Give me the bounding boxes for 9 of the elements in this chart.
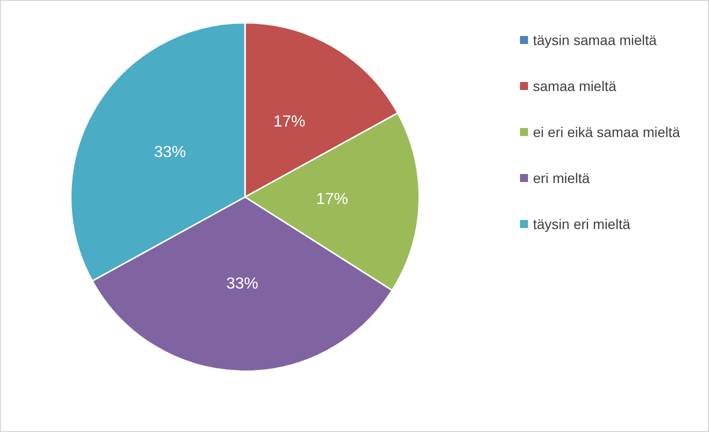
legend-label: eri mieltä <box>533 169 590 188</box>
data-label: 17% <box>273 113 306 130</box>
legend-label: täysin samaa mieltä <box>533 31 657 50</box>
data-label: 33% <box>226 275 258 292</box>
legend-label: täysin eri mieltä <box>533 215 630 234</box>
data-label: 17% <box>316 191 348 208</box>
data-label: 33% <box>154 144 186 162</box>
legend-label: samaa mieltä <box>533 77 616 96</box>
legend-label: ei eri eikä samaa mieltä <box>533 123 680 142</box>
